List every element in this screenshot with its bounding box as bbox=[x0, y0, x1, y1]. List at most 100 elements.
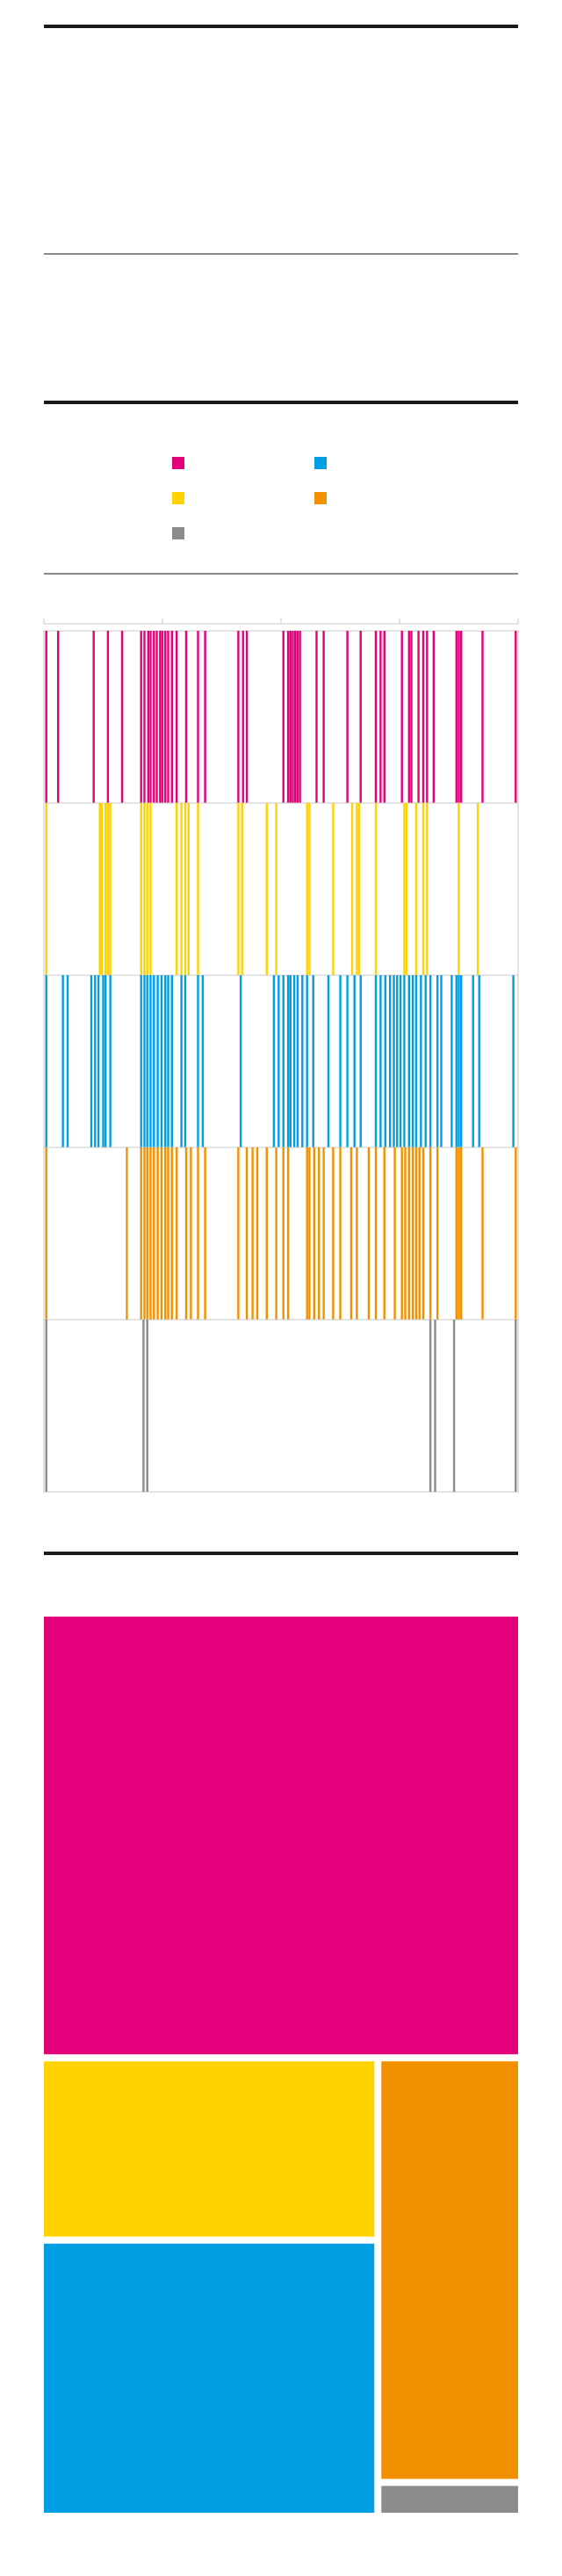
strip-mark bbox=[294, 631, 297, 803]
strip-mark bbox=[411, 975, 414, 1147]
strip-mark bbox=[251, 1147, 254, 1320]
strip-mark bbox=[61, 975, 64, 1147]
strip-mark bbox=[318, 1147, 321, 1320]
strip-mark bbox=[45, 631, 47, 803]
strip-mark bbox=[204, 631, 206, 803]
strip-mark bbox=[239, 975, 242, 1147]
strip-mark bbox=[146, 975, 148, 1147]
strip-mark bbox=[422, 631, 425, 803]
strip-mark bbox=[106, 803, 110, 975]
strip-mark bbox=[147, 631, 149, 803]
strip-mark bbox=[149, 803, 152, 975]
strip-mark bbox=[296, 631, 299, 803]
strip-mark bbox=[140, 631, 142, 803]
strip-mark bbox=[296, 975, 299, 1147]
magenta-swatch-icon bbox=[172, 457, 184, 469]
strip-mark bbox=[424, 975, 427, 1147]
strip-mark bbox=[434, 1320, 436, 1492]
strip-mark bbox=[389, 975, 392, 1147]
strip-mark bbox=[367, 1147, 371, 1320]
legend-item-yellow bbox=[172, 492, 191, 504]
strip-mark bbox=[237, 803, 240, 975]
strip-mark bbox=[299, 631, 301, 803]
strip-mark bbox=[104, 975, 107, 1147]
strip-mark bbox=[403, 975, 406, 1147]
strip-mark bbox=[346, 631, 349, 803]
strip-mark bbox=[237, 1147, 240, 1320]
strip-row-frame bbox=[43, 802, 519, 976]
strip-mark bbox=[308, 1147, 311, 1320]
strip-mark bbox=[374, 803, 378, 975]
strip-mark bbox=[164, 631, 167, 803]
strip-mark bbox=[149, 975, 152, 1147]
strip-mark bbox=[109, 975, 112, 1147]
strip-mark bbox=[308, 803, 311, 975]
strip-mark bbox=[45, 1320, 47, 1492]
strip-mark bbox=[379, 975, 382, 1147]
strip-mark bbox=[436, 975, 439, 1147]
strip-mark bbox=[327, 975, 330, 1147]
strip-mark bbox=[140, 803, 142, 975]
strip-mark bbox=[184, 631, 188, 803]
treemap-cell bbox=[44, 1617, 518, 2055]
strip-mark bbox=[153, 975, 155, 1147]
strip-mark bbox=[167, 975, 169, 1147]
treemap-cell bbox=[381, 2486, 518, 2513]
strip-mark bbox=[275, 803, 277, 975]
strip-mark bbox=[167, 1147, 169, 1320]
strip-row bbox=[43, 802, 519, 976]
strip-mark bbox=[515, 1320, 517, 1492]
strip-mark bbox=[197, 975, 199, 1147]
legend-item-gray bbox=[172, 527, 191, 539]
strip-mark bbox=[106, 631, 110, 803]
strip-row bbox=[43, 1319, 519, 1493]
strip-mark bbox=[170, 975, 173, 1147]
strip-mark bbox=[414, 803, 418, 975]
strip-mark bbox=[396, 975, 399, 1147]
legend-bottom-divider bbox=[44, 573, 518, 575]
strip-mark bbox=[92, 631, 95, 803]
strip-mark bbox=[458, 803, 460, 975]
strip-mark bbox=[460, 631, 463, 803]
strip-mark bbox=[282, 1147, 285, 1320]
strip-mark bbox=[455, 975, 458, 1147]
strip-mark bbox=[312, 975, 314, 1147]
strip-mark bbox=[332, 803, 335, 975]
strip-mark bbox=[393, 1147, 396, 1320]
strip-mark bbox=[418, 1147, 421, 1320]
strip-mark bbox=[405, 803, 408, 975]
strip-mark bbox=[306, 975, 308, 1147]
strip-mark bbox=[460, 975, 463, 1147]
strip-mark bbox=[275, 1147, 277, 1320]
treemap-cell bbox=[44, 2061, 375, 2237]
strip-mark bbox=[414, 1147, 418, 1320]
strip-mark bbox=[143, 803, 146, 975]
strip-mark bbox=[187, 803, 190, 975]
strip-mark bbox=[146, 1147, 148, 1320]
strip-mark bbox=[346, 975, 349, 1147]
strip-mark bbox=[197, 803, 199, 975]
strip-mark bbox=[120, 631, 124, 803]
strip-mark bbox=[45, 803, 47, 975]
header-divider bbox=[44, 253, 518, 255]
strip-mark bbox=[167, 631, 169, 803]
strip-mark bbox=[420, 975, 422, 1147]
strip-mark bbox=[512, 975, 515, 1147]
strip-mark bbox=[313, 1147, 315, 1320]
strip-mark bbox=[245, 1147, 249, 1320]
strip-mark bbox=[201, 975, 205, 1147]
strip-mark bbox=[126, 1147, 128, 1320]
legend bbox=[0, 457, 562, 562]
legend-item-magenta bbox=[172, 457, 191, 469]
strip-mark bbox=[286, 631, 290, 803]
strip-mark bbox=[282, 975, 285, 1147]
strip-mark bbox=[66, 975, 69, 1147]
strip-mark bbox=[383, 1147, 385, 1320]
strip-row-frame bbox=[43, 1147, 519, 1321]
strip-mark bbox=[176, 803, 178, 975]
strip-mark bbox=[160, 1147, 163, 1320]
strip-mark bbox=[156, 1147, 159, 1320]
strip-mark bbox=[45, 1147, 47, 1320]
strip-mark bbox=[143, 975, 146, 1147]
strip-mark bbox=[245, 631, 249, 803]
